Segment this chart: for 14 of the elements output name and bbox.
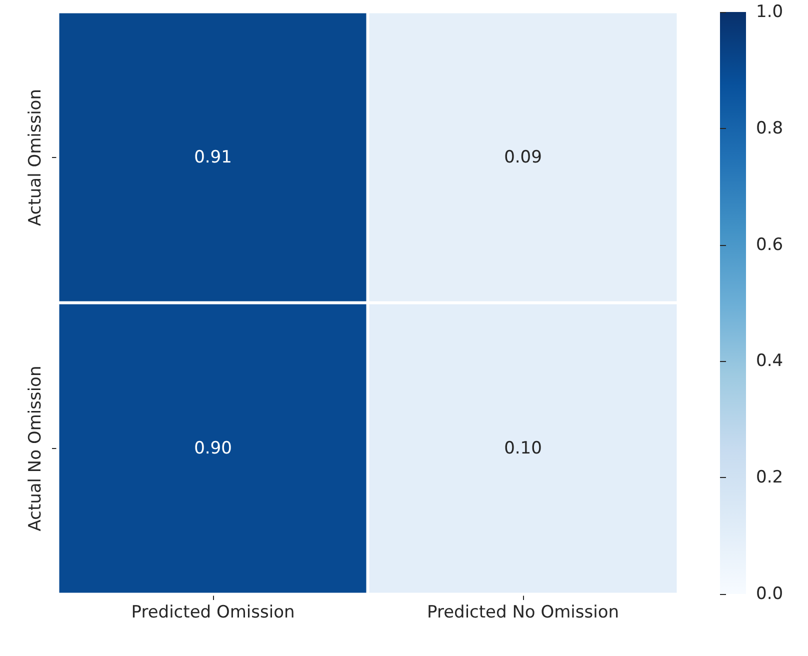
color-bar-label: 0.6 — [756, 234, 784, 255]
color-bar-label: 1.0 — [756, 2, 784, 22]
color-bar-label: 0.0 — [756, 584, 784, 604]
x-tick-label: Predicted Omission — [131, 602, 295, 622]
color-bar-label: 0.4 — [756, 351, 784, 372]
y-tick-label: Actual Omission — [26, 89, 46, 226]
data-label: 0.90 — [194, 438, 232, 458]
color-bar-label: 0.2 — [756, 468, 784, 488]
color-bar-label: 0.8 — [756, 118, 784, 138]
x-tick-label: Predicted No Omission — [426, 602, 620, 622]
data-label: 0.91 — [194, 148, 232, 168]
y-tick-label: Actual No Omission — [26, 366, 46, 532]
data-label: 0.10 — [504, 438, 542, 458]
data-label: 0.09 — [504, 148, 542, 168]
